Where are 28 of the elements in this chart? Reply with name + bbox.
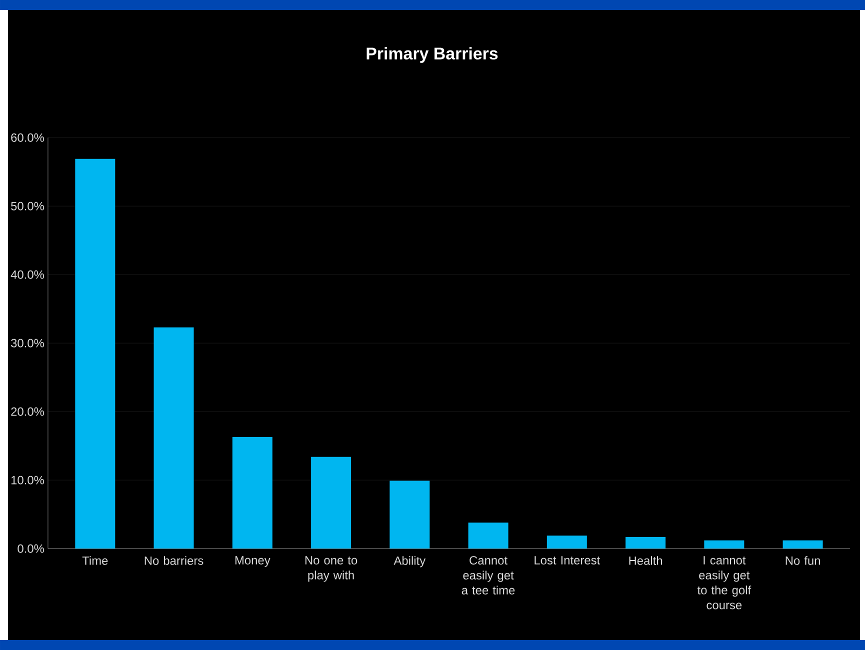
- y-tick-label: 0.0%: [18, 544, 44, 553]
- y-tick-label: 60.0%: [11, 133, 44, 142]
- x-tick-label: No barriers: [144, 556, 204, 565]
- y-tick-label: 20.0%: [11, 407, 44, 416]
- x-tick-label: Health: [629, 556, 662, 565]
- y-tick-label: 40.0%: [10, 270, 44, 279]
- bar: [468, 522, 508, 549]
- bar: [782, 540, 823, 549]
- chart-title: Primary Barriers: [366, 47, 498, 63]
- x-tick-label: No one to play with: [305, 556, 358, 582]
- x-tick-label: Cannot easily get a tee time: [462, 556, 515, 594]
- x-tick-label: No fun: [786, 556, 820, 565]
- bar: [546, 536, 587, 549]
- x-tick-label: Money: [235, 556, 270, 567]
- x-tick-label: Ability: [394, 556, 426, 568]
- bar: [75, 158, 116, 549]
- bar: [704, 540, 744, 549]
- bar: [311, 456, 352, 549]
- y-tick-label: 50.0%: [11, 202, 44, 210]
- bar: [390, 480, 430, 549]
- bar: [626, 536, 666, 549]
- x-tick-label: Lost Interest: [534, 556, 600, 564]
- bar: [154, 327, 194, 549]
- y-tick-label: 30.0%: [11, 338, 44, 348]
- bar: [232, 436, 272, 549]
- x-tick-label: I cannot easily get to the golf course: [697, 556, 752, 610]
- y-tick-label: 10.0%: [11, 476, 44, 484]
- x-tick-label: Time: [82, 556, 108, 565]
